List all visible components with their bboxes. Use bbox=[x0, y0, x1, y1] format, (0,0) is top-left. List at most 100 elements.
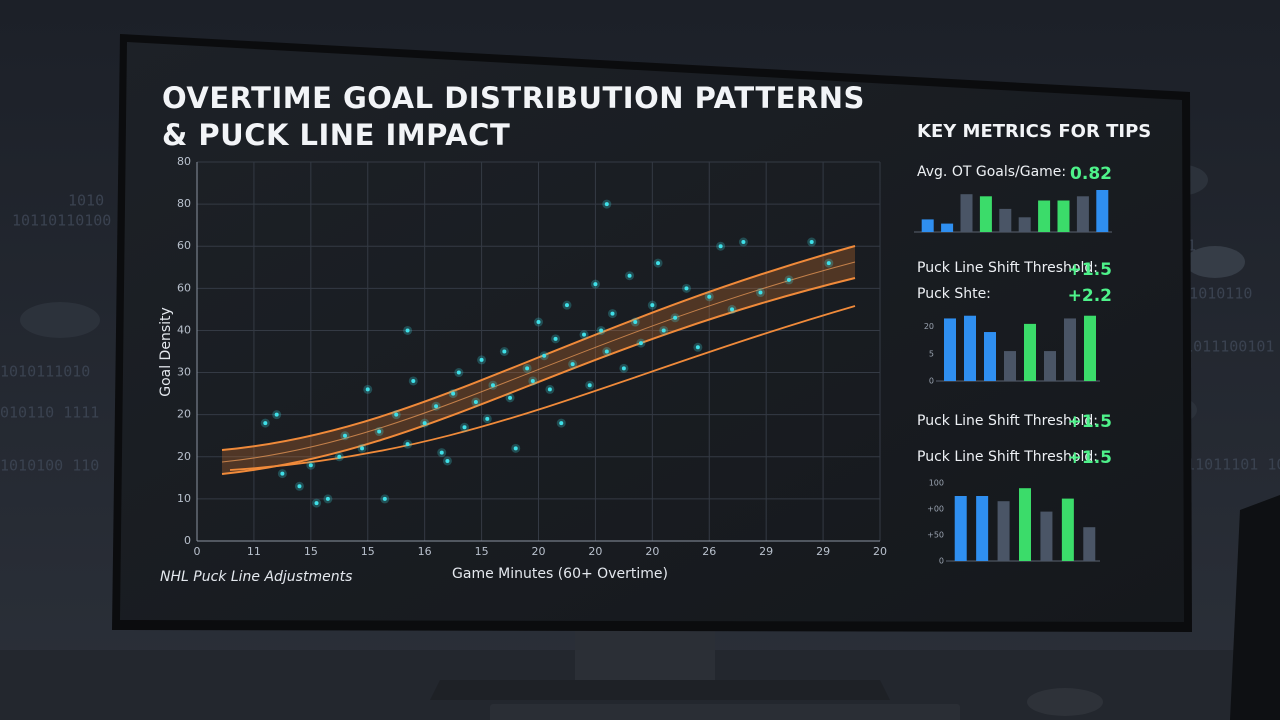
x-tick-label: 16 bbox=[418, 545, 432, 558]
scatter-point bbox=[570, 362, 575, 367]
mini-bar bbox=[984, 332, 996, 381]
trend-line bbox=[221, 261, 856, 463]
scatter-point bbox=[530, 378, 535, 383]
scatter-point bbox=[627, 273, 632, 278]
x-tick-label: 20 bbox=[588, 545, 602, 558]
metric-value: +2.2 bbox=[1068, 286, 1112, 306]
scatter-point bbox=[337, 454, 342, 459]
scatter-point bbox=[451, 391, 456, 396]
scatter-point bbox=[405, 328, 410, 333]
scatter-point bbox=[513, 446, 518, 451]
scatter-point bbox=[673, 315, 678, 320]
scatter-point bbox=[553, 336, 558, 341]
scatter-point bbox=[274, 412, 279, 417]
mini-bar bbox=[1096, 190, 1109, 232]
scatter-point bbox=[508, 395, 513, 400]
x-tick-label: 15 bbox=[361, 545, 375, 558]
scatter-point bbox=[741, 240, 746, 245]
mini-bar bbox=[1064, 318, 1076, 381]
scatter-point bbox=[314, 501, 319, 506]
binary-text: 1010 bbox=[68, 192, 104, 210]
mini-bar bbox=[1019, 488, 1031, 561]
mini-bar bbox=[1038, 200, 1051, 232]
panel-title: KEY METRICS FOR TIPS bbox=[917, 121, 1151, 142]
mini-bar bbox=[976, 496, 989, 561]
y-tick-label: 60 bbox=[177, 281, 191, 294]
x-tick-label: 0 bbox=[194, 545, 201, 558]
mini-bar bbox=[964, 315, 976, 381]
x-tick-label: 26 bbox=[702, 545, 716, 558]
keyboard bbox=[490, 704, 960, 720]
scatter-point bbox=[718, 244, 723, 249]
scatter-point bbox=[758, 290, 763, 295]
mini-bar bbox=[1061, 498, 1074, 561]
scatter-chart bbox=[221, 245, 856, 475]
x-axis-label: Game Minutes (60+ Overtime) bbox=[452, 566, 668, 582]
scatter-point bbox=[422, 421, 427, 426]
scatter-point bbox=[604, 349, 609, 354]
y-axis-label: Goal Density bbox=[158, 307, 174, 397]
scatter-point bbox=[394, 412, 399, 417]
scatter-point bbox=[411, 378, 416, 383]
monitor-base bbox=[430, 680, 890, 700]
mini-bar bbox=[941, 223, 954, 232]
mini-bar bbox=[1076, 196, 1089, 232]
trend-line bbox=[221, 277, 856, 475]
metric-value: +1.5 bbox=[1068, 260, 1112, 280]
scatter-point bbox=[593, 282, 598, 287]
scatter-point bbox=[661, 328, 666, 333]
mini-tick-label: 5 bbox=[929, 349, 934, 358]
metric-value: +1.5 bbox=[1068, 412, 1112, 432]
scatter-point bbox=[445, 458, 450, 463]
mini-bar bbox=[1084, 315, 1096, 381]
caption: NHL Puck Line Adjustments bbox=[160, 569, 352, 585]
mini-tick-label: +50 bbox=[927, 531, 944, 540]
mini-tick-label: 0 bbox=[939, 557, 944, 566]
mini-bar bbox=[960, 194, 973, 232]
x-tick-label: 29 bbox=[759, 545, 773, 558]
scatter-point bbox=[405, 442, 410, 447]
x-tick-label: 20 bbox=[645, 545, 659, 558]
binary-text: 1010111010 bbox=[0, 363, 90, 381]
metric-label: Avg. OT Goals/Game: bbox=[917, 164, 1066, 180]
y-tick-label: 60 bbox=[177, 239, 191, 252]
grid bbox=[196, 161, 881, 542]
background-binary: 1010 10110110100 1010111010 010110 1111 1010… bbox=[0, 192, 1280, 475]
mini-bar bbox=[1024, 323, 1036, 381]
scatter-point bbox=[382, 496, 387, 501]
scatter-point bbox=[360, 446, 365, 451]
scatter-point bbox=[462, 425, 467, 430]
metric-label: Puck Line Shift Threshold: bbox=[917, 449, 1098, 465]
scatter-point bbox=[434, 404, 439, 409]
scatter-point bbox=[599, 328, 604, 333]
scatter-point bbox=[786, 277, 791, 282]
metric-label: Puck Shte: bbox=[917, 286, 991, 302]
scatter-point bbox=[604, 202, 609, 207]
scatter-point bbox=[308, 463, 313, 468]
y-tick-label: 80 bbox=[177, 197, 191, 210]
mini-tick-label: 20 bbox=[924, 322, 934, 331]
scatter-point bbox=[610, 311, 615, 316]
x-tick-label: 15 bbox=[475, 545, 489, 558]
scatter-point bbox=[365, 387, 370, 392]
mini-bar bbox=[997, 501, 1010, 561]
scatter-point bbox=[542, 353, 547, 358]
mini-bar bbox=[954, 496, 967, 561]
second-monitor bbox=[1230, 495, 1280, 720]
scatter-point bbox=[547, 387, 552, 392]
scatter-point bbox=[536, 320, 541, 325]
scatter-point bbox=[479, 357, 484, 362]
x-tick-label: 20 bbox=[873, 545, 887, 558]
mini-bar bbox=[1018, 217, 1031, 232]
mini-bar bbox=[921, 219, 934, 232]
y-tick-label: 20 bbox=[177, 450, 191, 463]
scatter-point bbox=[263, 421, 268, 426]
mini-tick-label: 0 bbox=[929, 377, 934, 386]
metric-value: +1.5 bbox=[1068, 448, 1112, 468]
metric-label: Puck Line Shift Threshold: bbox=[917, 260, 1098, 276]
scatter-point bbox=[650, 303, 655, 308]
x-tick-label: 20 bbox=[532, 545, 546, 558]
scatter-point bbox=[525, 366, 530, 371]
mini-tick-label: 100 bbox=[929, 479, 944, 488]
